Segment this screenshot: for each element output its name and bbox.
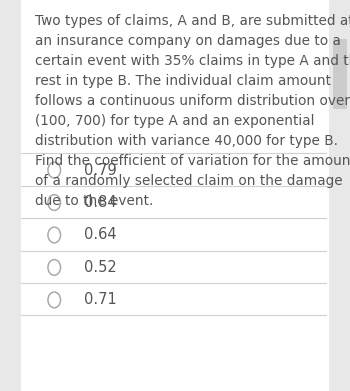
- Text: 0.52: 0.52: [84, 260, 117, 275]
- Text: 0.64: 0.64: [84, 228, 117, 242]
- Bar: [331, 0, 350, 391]
- Text: 0.79: 0.79: [84, 163, 117, 178]
- Text: Two types of claims, A and B, are submitted at
an insurance company on damages d: Two types of claims, A and B, are submit…: [35, 14, 350, 208]
- Bar: [332, 39, 346, 109]
- Text: 0.71: 0.71: [84, 292, 117, 307]
- FancyBboxPatch shape: [21, 0, 329, 391]
- Text: 0.84: 0.84: [84, 195, 117, 210]
